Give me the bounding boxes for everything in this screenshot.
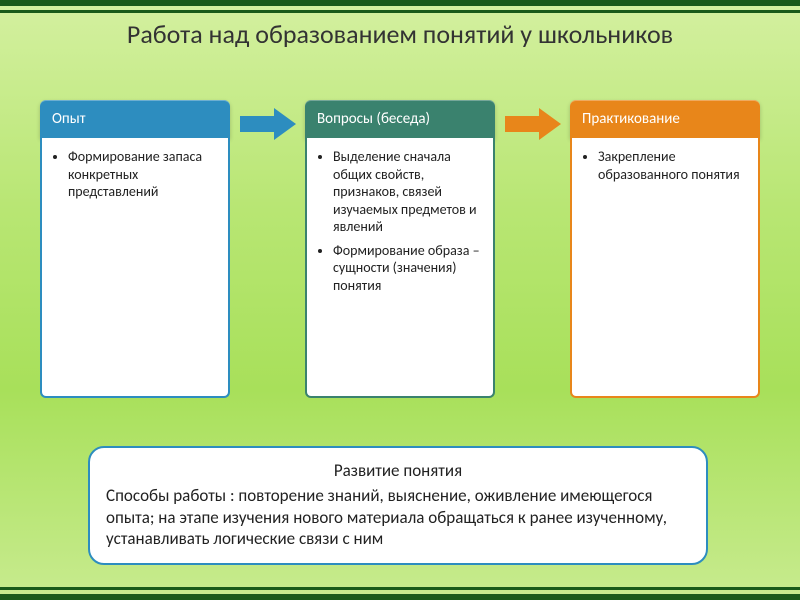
stage-bullet: Выделение сначала общих свойств, признак… <box>333 148 485 236</box>
bottom-text: Способы работы : повторение знаний, выяс… <box>106 485 690 549</box>
stage-bullet: Формирование образа – сущности (значения… <box>333 242 485 295</box>
arrow-icon <box>240 108 296 140</box>
stage-body: Закрепление образованного понятия <box>570 138 760 398</box>
stage-header: Опыт <box>40 100 230 138</box>
top-stripe <box>0 0 800 6</box>
stage-practice: Практикование Закрепление образованного … <box>570 100 760 398</box>
bottom-callout: Развитие понятия Способы работы : повтор… <box>88 446 708 565</box>
arrow-icon <box>505 108 561 140</box>
bottom-stripe-thin <box>0 587 800 590</box>
bottom-subtitle: Развитие понятия <box>106 460 690 481</box>
top-stripe-thin <box>0 10 800 13</box>
stage-bullet: Формирование запаса конкретных представл… <box>68 148 220 201</box>
stage-questions: Вопросы (беседа) Выделение сначала общих… <box>305 100 495 398</box>
stage-body: Выделение сначала общих свойств, признак… <box>305 138 495 398</box>
stage-body: Формирование запаса конкретных представл… <box>40 138 230 398</box>
stage-experience: Опыт Формирование запаса конкретных пред… <box>40 100 230 398</box>
slide-title: Работа над образованием понятий у школьн… <box>0 20 800 49</box>
bottom-stripe <box>0 594 800 600</box>
stage-header: Вопросы (беседа) <box>305 100 495 138</box>
stage-row: Опыт Формирование запаса конкретных пред… <box>40 100 760 398</box>
stage-header: Практикование <box>570 100 760 138</box>
stage-bullet: Закрепление образованного понятия <box>598 148 750 183</box>
